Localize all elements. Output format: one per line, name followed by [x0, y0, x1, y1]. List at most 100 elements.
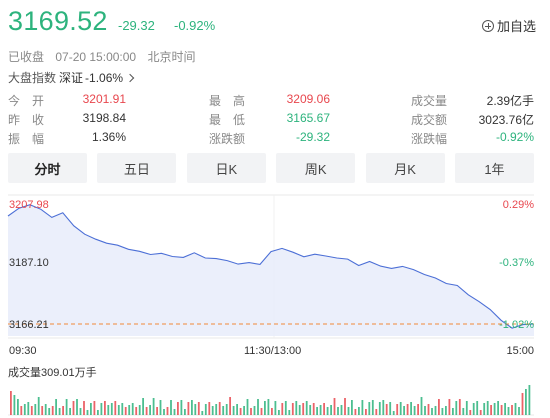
prev-close-label: 昨 收 — [8, 113, 45, 127]
volume-bar — [351, 400, 353, 415]
volume-bar — [222, 406, 225, 415]
volume-bar — [194, 404, 197, 415]
x-label-open: 09:30 — [9, 345, 37, 357]
volume-bar — [90, 403, 92, 415]
volume-bar — [135, 407, 138, 415]
market-index-link[interactable]: 大盘指数 深证 -1.06% — [8, 69, 135, 86]
y-label-mid: 3187.10 — [9, 257, 49, 269]
volume-bar — [173, 409, 176, 415]
volume-bar — [469, 410, 472, 415]
volume-bar — [378, 402, 381, 415]
volume-bar — [465, 401, 468, 415]
volume-bar — [514, 403, 517, 415]
volume-bar — [260, 408, 263, 415]
current-price: 3169.52 — [8, 6, 108, 36]
volume-bar — [215, 404, 218, 415]
volume-bar — [424, 406, 426, 415]
volume-bar — [250, 408, 252, 415]
tab-five-day[interactable]: 五日 — [97, 153, 177, 183]
volume-bar — [114, 401, 117, 415]
volume-bar — [163, 409, 165, 415]
stats-row: 今 开 3201.91 最 高 3209.06 成交量 2.39亿手 — [8, 92, 534, 111]
volume-bar — [197, 402, 200, 415]
volume-bar — [236, 404, 238, 415]
volume-bar — [180, 400, 183, 415]
tab-intraday[interactable]: 分时 — [8, 153, 87, 183]
volume-bar — [385, 404, 388, 415]
volume-bar — [170, 400, 172, 415]
volume-bar — [340, 405, 343, 415]
volume-bar — [441, 408, 444, 415]
volume-bar — [291, 403, 294, 415]
quote-header: 3169.52 -29.32 -0.92% 加自选 — [0, 0, 550, 44]
tab-monthly-k[interactable]: 月K — [365, 153, 445, 183]
volume-bar — [417, 404, 419, 415]
volume-bar — [246, 399, 249, 415]
volume-bar — [528, 385, 531, 415]
volume-bar — [41, 406, 44, 415]
volume-bar — [420, 397, 423, 415]
timezone-label: 北京时间 — [147, 50, 196, 64]
volume-bar — [337, 407, 339, 415]
turnover-value: 3023.76亿 — [478, 113, 534, 127]
volume-bar — [48, 408, 51, 415]
volume-bar — [490, 405, 492, 415]
tab-weekly-k[interactable]: 周K — [276, 153, 356, 183]
intraday-chart[interactable]: 3207.98 3187.10 3166.21 0.29% -0.37% -1.… — [0, 193, 550, 418]
stats-row: 昨 收 3198.84 最 低 3165.67 成交额 3023.76亿 — [8, 111, 534, 130]
high-label: 最 高 — [209, 94, 246, 108]
volume-bar — [479, 410, 482, 415]
volume-bar — [354, 409, 357, 415]
volume-bar — [69, 408, 71, 415]
volume-bar — [232, 406, 235, 415]
volume-bar — [521, 393, 524, 415]
volume-bar — [382, 400, 385, 415]
volume-bar — [298, 405, 301, 415]
volume-bar — [128, 405, 131, 415]
volume-bar — [427, 404, 430, 415]
change-percent-label: 涨跌幅 — [411, 132, 448, 146]
volume-bar — [434, 406, 437, 415]
volume-bar — [472, 403, 475, 415]
volume-bar — [399, 402, 402, 415]
volume-bar — [452, 408, 454, 415]
tab-one-year[interactable]: 1年 — [454, 153, 534, 183]
volume-bar — [361, 400, 364, 415]
volume-bar — [23, 404, 26, 415]
volume-bar — [511, 405, 513, 415]
quote-stats: 今 开 3201.91 最 高 3209.06 成交量 2.39亿手 昨 收 3… — [8, 92, 534, 149]
volume-bar — [504, 403, 506, 415]
stats-row: 振 幅 1.36% 涨跌额 -29.32 涨跌幅 -0.92% — [8, 130, 534, 149]
high-value: 3209.06 — [286, 92, 330, 106]
volume-bar — [257, 399, 259, 415]
volume-bar — [72, 401, 75, 415]
volume-bar — [371, 400, 374, 415]
volume-bar — [201, 411, 204, 415]
volume-bar — [403, 406, 405, 415]
volume-bar — [51, 406, 54, 415]
amplitude-label: 振 幅 — [8, 132, 45, 146]
volume-bar — [295, 401, 298, 415]
volume-bar — [30, 406, 33, 415]
add-favorite-button[interactable]: 加自选 — [481, 16, 536, 35]
volume-bar — [375, 409, 378, 415]
price-area-fill — [8, 204, 534, 336]
price-change-percent: -0.92% — [174, 18, 216, 33]
tab-daily-k[interactable]: 日K — [186, 153, 266, 183]
volume-bar — [204, 404, 207, 415]
volume-bar — [413, 406, 416, 415]
price-change: -29.32 — [118, 18, 155, 33]
volume-bar — [365, 409, 367, 415]
volume-bar — [34, 404, 37, 415]
volume-bar — [406, 404, 409, 415]
volume-bar — [525, 389, 527, 415]
volume-bar — [20, 406, 23, 415]
volume-bar — [330, 405, 332, 415]
volume-bar — [302, 403, 305, 415]
add-favorite-label: 加自选 — [496, 19, 536, 34]
volume-bar — [497, 401, 499, 415]
chart-period-tabs: 分时 五日 日K 周K 月K 1年 — [8, 153, 534, 183]
open-label: 今 开 — [8, 94, 45, 108]
volume-bar — [392, 411, 395, 415]
volume-bar — [58, 408, 61, 415]
